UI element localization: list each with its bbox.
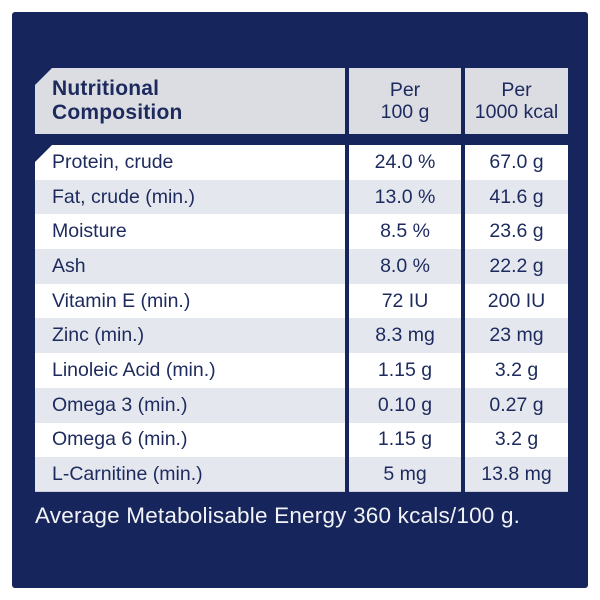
table-header-title-cell: Nutritional Composition bbox=[35, 68, 345, 134]
row-per-1000kcal: 3.2 g bbox=[465, 353, 568, 388]
row-per-100g: 24.0 % bbox=[349, 145, 461, 180]
row-per-100g: 8.5 % bbox=[349, 214, 461, 250]
row-per-100g: 1.15 g bbox=[349, 422, 461, 458]
table-header: Nutritional Composition Per 100 g Per 10… bbox=[35, 68, 568, 134]
table-row: Ash 8.0 % 22.2 g bbox=[35, 249, 568, 284]
row-label: L-Carnitine (min.) bbox=[35, 457, 345, 492]
row-per-1000kcal: 3.2 g bbox=[465, 422, 568, 458]
row-per-100g: 0.10 g bbox=[349, 387, 461, 423]
column-header-per-100g-line-1: Per bbox=[389, 79, 421, 101]
row-per-100g: 5 mg bbox=[349, 457, 461, 492]
table-row: Zinc (min.) 8.3 mg 23 mg bbox=[35, 318, 568, 354]
table-body: Protein, crude 24.0 % 67.0 g Fat, crude … bbox=[35, 145, 568, 492]
row-label: Omega 6 (min.) bbox=[35, 422, 345, 458]
row-per-100g: 8.3 mg bbox=[349, 318, 461, 354]
column-header-per-1000kcal-line-2: 1000 kcal bbox=[474, 101, 559, 123]
column-header-per-1000kcal-line-1: Per bbox=[501, 79, 532, 101]
row-label: Linoleic Acid (min.) bbox=[35, 353, 345, 388]
column-header-per-100g: Per 100 g bbox=[349, 68, 461, 134]
row-per-1000kcal: 41.6 g bbox=[465, 179, 568, 215]
row-per-1000kcal: 22.2 g bbox=[465, 249, 568, 284]
row-per-1000kcal: 23 mg bbox=[465, 318, 568, 354]
row-per-1000kcal: 23.6 g bbox=[465, 214, 568, 250]
table-row: Protein, crude 24.0 % 67.0 g bbox=[35, 145, 568, 180]
row-label: Zinc (min.) bbox=[35, 318, 345, 354]
row-per-1000kcal: 67.0 g bbox=[465, 145, 568, 180]
table-row: L-Carnitine (min.) 5 mg 13.8 mg bbox=[35, 457, 568, 492]
row-label: Omega 3 (min.) bbox=[35, 387, 345, 423]
average-energy-text: Average Metabolisable Energy 360 kcals/1… bbox=[35, 503, 521, 528]
row-label: Moisture bbox=[35, 214, 345, 250]
table-row: Moisture 8.5 % 23.6 g bbox=[35, 214, 568, 250]
nutrition-panel: Nutritional Composition Per 100 g Per 10… bbox=[12, 12, 588, 588]
table-title-line-2: Composition bbox=[52, 101, 183, 124]
row-label: Ash bbox=[35, 249, 345, 284]
row-label: Fat, crude (min.) bbox=[35, 179, 345, 215]
column-header-per-100g-line-2: 100 g bbox=[380, 101, 430, 123]
table-row: Omega 3 (min.) 0.10 g 0.27 g bbox=[35, 387, 568, 423]
row-per-100g: 72 IU bbox=[349, 283, 461, 319]
row-label: Vitamin E (min.) bbox=[35, 283, 345, 319]
row-per-100g: 1.15 g bbox=[349, 353, 461, 388]
row-per-1000kcal: 0.27 g bbox=[465, 387, 568, 423]
row-per-100g: 8.0 % bbox=[349, 249, 461, 284]
row-per-1000kcal: 200 IU bbox=[465, 283, 568, 319]
table-title-line-1: Nutritional bbox=[52, 77, 160, 100]
column-header-per-1000kcal: Per 1000 kcal bbox=[465, 68, 568, 134]
table-row: Linoleic Acid (min.) 1.15 g 3.2 g bbox=[35, 353, 568, 388]
table-row: Omega 6 (min.) 1.15 g 3.2 g bbox=[35, 422, 568, 458]
table-row: Fat, crude (min.) 13.0 % 41.6 g bbox=[35, 179, 568, 215]
table-row: Vitamin E (min.) 72 IU 200 IU bbox=[35, 283, 568, 319]
row-per-100g: 13.0 % bbox=[349, 179, 461, 215]
row-per-1000kcal: 13.8 mg bbox=[465, 457, 568, 492]
row-label: Protein, crude bbox=[35, 145, 345, 180]
